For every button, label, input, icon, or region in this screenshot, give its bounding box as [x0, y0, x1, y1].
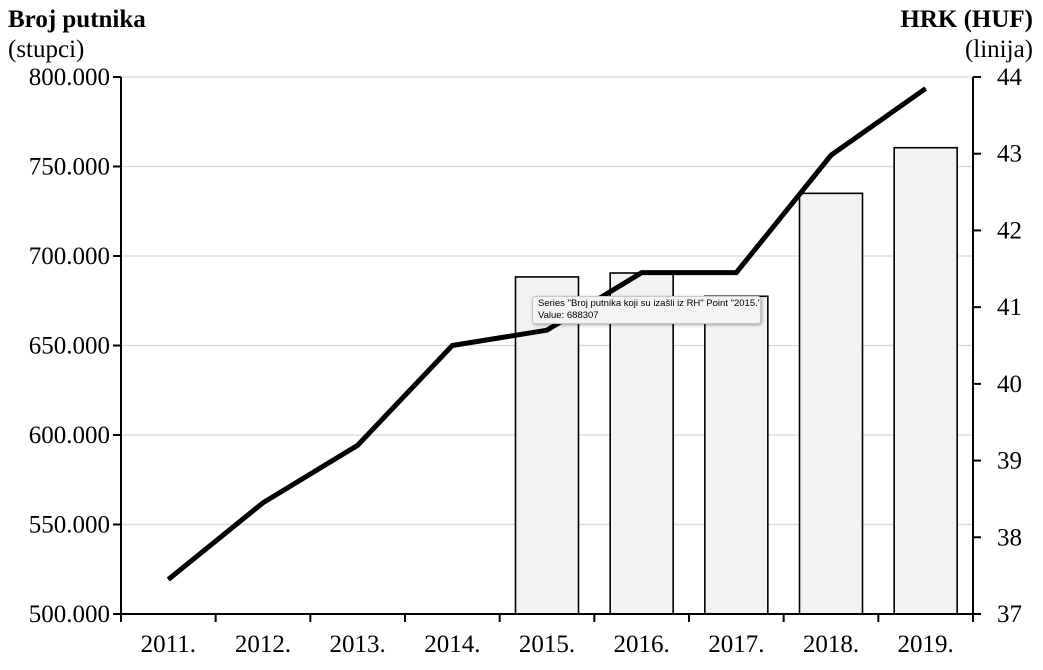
left-tick-label: 500.000 [29, 601, 110, 628]
line-series [166, 86, 928, 582]
x-tick-label: 2015. [519, 631, 575, 658]
left-tick-label: 650.000 [29, 333, 110, 360]
tooltip-line-2: Value: 688307 [538, 310, 599, 321]
bar [893, 146, 958, 615]
left-axis-ticks: 500.000 550.000 600.000 650.000 700.000 750.0… [29, 64, 121, 628]
line-point [735, 272, 737, 274]
right-tick-label: 44 [997, 64, 1023, 91]
left-tick-label: 800.000 [29, 64, 110, 91]
line-point [830, 154, 832, 156]
line-point [641, 272, 643, 274]
bar [704, 295, 769, 615]
x-tick-label: 2014. [424, 631, 480, 658]
left-tick-label: 700.000 [29, 243, 110, 270]
right-tick-label: 43 [997, 141, 1022, 168]
x-tick-label: 2013. [330, 631, 386, 658]
bar-series [514, 146, 958, 615]
tooltip-line-1: Series "Broj putnika koji su izašli iz R… [538, 298, 761, 309]
x-tick-label: 2017. [708, 631, 764, 658]
right-tick-label: 41 [997, 294, 1022, 321]
x-tick-label: 2016. [614, 631, 670, 658]
left-tick-label: 550.000 [29, 512, 110, 539]
right-tick-label: 39 [997, 448, 1022, 475]
line-point [546, 329, 548, 331]
line-point [451, 345, 453, 346]
x-tick-label: 2011. [141, 631, 196, 658]
line-point [925, 88, 927, 90]
line-point [262, 502, 264, 504]
line-point [357, 444, 359, 446]
right-tick-label: 40 [997, 371, 1022, 398]
bar [609, 272, 674, 615]
x-tick-label: 2018. [803, 631, 859, 658]
right-axis-title: HRK (HUF) [900, 6, 1033, 33]
x-tick-label: 2012. [235, 631, 291, 658]
right-tick-label: 42 [997, 217, 1022, 244]
left-tick-label: 750.000 [29, 154, 110, 181]
right-axis-ticks: 37 38 39 40 41 42 43 44 [973, 64, 1023, 628]
right-tick-label: 37 [997, 601, 1022, 628]
left-axis-title: Broj putnika [8, 6, 146, 33]
x-tick-label: 2019. [898, 631, 954, 658]
left-tick-label: 600.000 [29, 422, 110, 449]
right-tick-label: 38 [997, 524, 1022, 551]
bar [798, 192, 864, 615]
line-point [167, 578, 169, 580]
x-axis-ticks: 2011. 2012. 2013. 2014. 2015. 2016. 2017. 2018.… [120, 614, 974, 658]
data-tooltip: Series "Broj putnika koji su izašli iz R… [532, 296, 761, 324]
right-axis-subtitle: (linija) [965, 36, 1033, 63]
left-axis-subtitle: (stupci) [8, 36, 84, 63]
